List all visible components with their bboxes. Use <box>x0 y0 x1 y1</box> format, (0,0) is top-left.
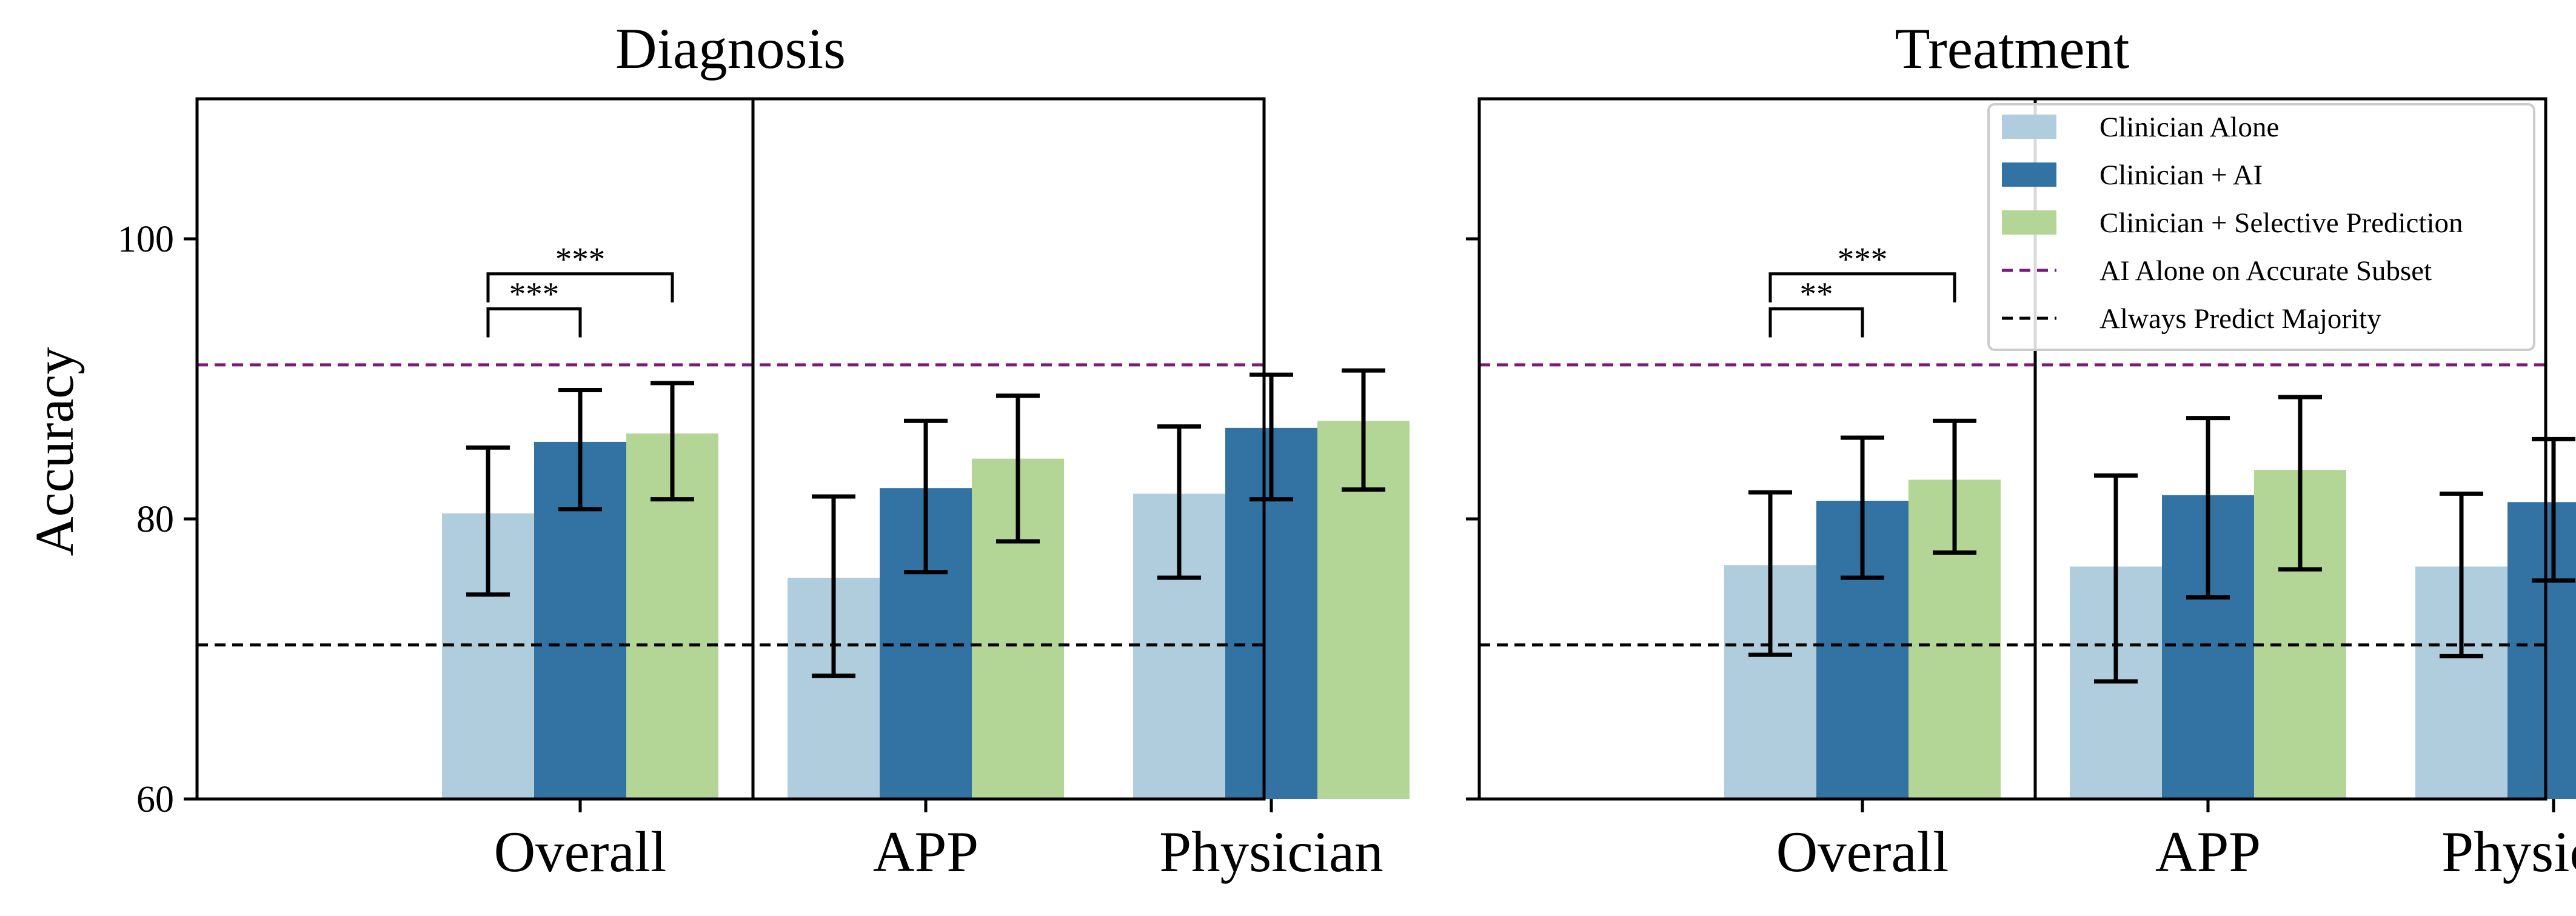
treatment-title: Treatment <box>1895 16 2129 81</box>
legend-label: Clinician + AI <box>2099 159 2263 191</box>
significance-label: *** <box>1838 241 1888 278</box>
significance-label: *** <box>509 276 560 313</box>
legend-swatch <box>2002 115 2056 139</box>
legend-label: Always Predict Majority <box>2099 303 2381 335</box>
legend-label: Clinician + Selective Prediction <box>2099 207 2463 239</box>
x-tick-label: APP <box>2155 820 2261 884</box>
x-tick-label: Overall <box>1776 820 1949 884</box>
diagnosis-panel: Diagnosis Accuracy ****** 60 80 100 Overall A… <box>25 16 1410 884</box>
significance-bracket <box>486 272 674 303</box>
legend-box <box>1987 103 2535 351</box>
legend-label: AI Alone on Accurate Subset <box>2099 255 2432 287</box>
significance-label: ** <box>1800 276 1833 313</box>
legend-swatch <box>2002 210 2056 235</box>
y-tick-label: 80 <box>136 499 174 540</box>
diagnosis-title: Diagnosis <box>615 16 846 81</box>
bar <box>2507 502 2576 799</box>
legend-swatch <box>2002 162 2056 187</box>
x-tick-label: Overall <box>494 820 667 884</box>
significance-bracket <box>1768 272 1956 303</box>
legend-label: Clinician Alone <box>2099 112 2279 143</box>
y-tick-label: 100 <box>118 219 174 260</box>
treatment-panel: Treatment ***** Overall APP Physician <box>1466 16 2576 884</box>
x-tick-label: Physician <box>2441 820 2576 884</box>
significance-bracket <box>486 307 582 338</box>
x-tick-label: Physician <box>1159 820 1383 884</box>
y-tick-label: 60 <box>136 779 174 820</box>
x-tick-label: APP <box>873 820 979 884</box>
axes-frame <box>195 97 1266 801</box>
legend: Clinician Alone Clinician + AI Clinician +… <box>1987 103 2535 351</box>
significance-bracket <box>1768 307 1864 338</box>
significance-label: *** <box>555 241 606 278</box>
axes-frame <box>1477 97 2548 801</box>
y-axis-label: Accuracy <box>25 347 85 557</box>
